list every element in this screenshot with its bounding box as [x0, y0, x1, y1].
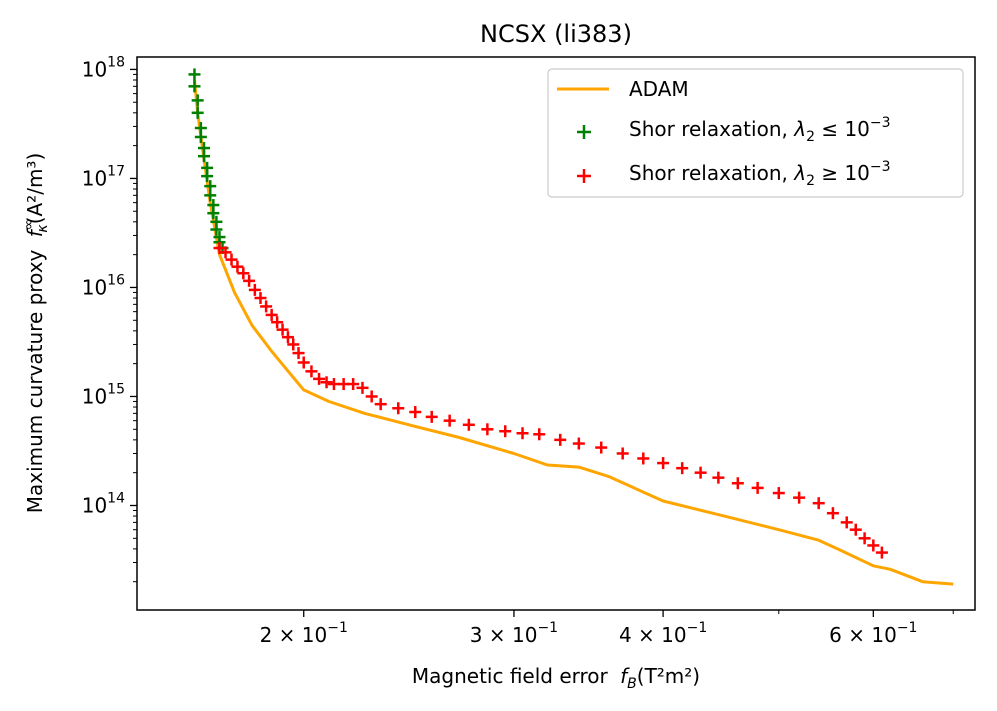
y-tick-label: 1018: [82, 54, 125, 81]
shor-high-marker: [392, 402, 405, 415]
legend-swatch-shor-high: [577, 169, 591, 183]
y-tick-label: 1014: [82, 490, 125, 517]
legend-label-shor-high: Shor relaxation, λ2 ≥ 10−3: [629, 159, 891, 189]
axes-frame: [136, 56, 976, 611]
y-tick-label: 1016: [82, 272, 125, 299]
shor-low-marker: [194, 130, 207, 143]
shor-high-marker: [347, 378, 360, 391]
shor-high-marker: [657, 457, 670, 470]
shor-high-marker: [849, 523, 862, 536]
shor-high-marker: [271, 316, 284, 329]
shor-high-marker: [793, 491, 806, 504]
shor-high-marker: [826, 507, 839, 520]
shor-high-marker: [231, 260, 244, 273]
x-axis-label-text: Magnetic field error: [412, 664, 609, 688]
shor-high-marker: [772, 487, 785, 500]
y-axis-label: Maximum curvature proxy f∞κ(A²/m³): [21, 153, 51, 514]
shor-high-marker: [875, 546, 888, 559]
x-axis-label: Magnetic field error fB(T²m²): [412, 664, 700, 692]
x-axis-label-subscript: B: [627, 676, 637, 692]
x-tick-label: 3 × 10−1: [470, 620, 558, 647]
shor-high-marker: [812, 497, 825, 510]
shor-high-marker: [219, 246, 232, 259]
x-tick-label: 6 × 10−1: [829, 620, 917, 647]
plot-area: [188, 68, 954, 586]
y-tick-label: 1015: [82, 381, 125, 408]
shor-high-marker: [572, 437, 585, 450]
shor-high-marker: [305, 365, 318, 378]
x-tick-label: 4 × 10−1: [619, 620, 707, 647]
shor-high-marker: [287, 338, 300, 351]
shor-high-marker: [425, 410, 438, 423]
x-axis-label-symbol: f: [620, 664, 630, 688]
shor-low-marker: [197, 150, 210, 163]
legend-label-shor-low: Shor relaxation, λ2 ≤ 10−3: [629, 115, 891, 145]
chart-title: NCSX (li383): [480, 20, 632, 48]
shor-high-marker: [637, 452, 650, 465]
y-axis-label-symbol: f: [23, 227, 47, 237]
shor-high-marker: [712, 471, 725, 484]
legend-swatch-shor-low: [577, 125, 591, 139]
shor-low-marker: [204, 189, 217, 202]
shor-high-marker: [265, 308, 278, 321]
shor-high-marker: [676, 462, 689, 475]
shor-low-marker: [188, 80, 201, 93]
shor-low-marker: [188, 68, 201, 81]
shor-high-marker: [516, 427, 529, 440]
shor-low-marker: [210, 223, 223, 236]
shor-high-marker: [616, 447, 629, 460]
shor-high-marker: [374, 398, 387, 411]
shor-high-marker: [237, 267, 250, 280]
shor-high-marker: [840, 516, 853, 529]
shor-low-marker: [207, 207, 220, 220]
shor-high-marker: [462, 418, 475, 431]
shor-high-marker: [260, 300, 273, 313]
legend-box: [547, 68, 964, 198]
shor-high-marker: [595, 441, 608, 454]
shor-high-marker: [365, 390, 378, 403]
shor-high-marker: [213, 242, 226, 255]
series-line-adam: [193, 79, 954, 586]
y-axis-label-subscript: κ: [35, 224, 51, 233]
shor-high-marker: [292, 347, 305, 360]
y-tick-label: 1017: [82, 163, 125, 190]
shor-high-marker: [313, 372, 326, 385]
shor-high-marker: [731, 477, 744, 490]
legend: ADAM Shor relaxation, λ2 ≤ 10−3 Shor rel…: [547, 68, 964, 198]
shor-high-marker: [248, 283, 261, 296]
y-axis-label-units: (A²/m³): [23, 153, 47, 225]
legend-label-adam: ADAM: [629, 77, 689, 101]
shor-high-marker: [281, 331, 294, 344]
shor-high-marker: [225, 253, 238, 266]
shor-high-marker: [276, 323, 289, 336]
y-axis-label-superscript: ∞: [21, 219, 37, 231]
shor-high-marker: [409, 406, 422, 419]
shor-high-marker: [554, 433, 567, 446]
shor-high-marker: [858, 532, 871, 545]
x-axis-label-units: (T²m²): [637, 664, 700, 688]
shor-high-marker: [356, 381, 369, 394]
shor-low-marker: [191, 106, 204, 119]
shor-high-marker: [254, 292, 267, 305]
shor-high-marker: [867, 539, 880, 552]
shor-high-marker: [243, 274, 256, 287]
shor-high-marker: [533, 428, 546, 441]
x-axis-ticks: 2 × 10−1 3 × 10−1 4 × 10−1 6 × 10−1: [260, 610, 954, 647]
y-axis-ticks: 1014 1015 1016 1017 1018: [82, 54, 137, 583]
shor-high-marker: [694, 466, 707, 479]
shor-high-marker: [499, 425, 512, 438]
x-tick-label: 2 × 10−1: [260, 620, 348, 647]
shor-high-marker: [751, 481, 764, 494]
y-axis-label-text: Maximum curvature proxy: [23, 249, 47, 513]
shor-low-marker: [201, 170, 214, 183]
shor-high-marker: [320, 376, 333, 389]
shor-high-marker: [443, 414, 456, 427]
shor-low-marker: [191, 94, 204, 107]
shor-high-marker: [481, 423, 494, 436]
shor-high-marker: [297, 356, 310, 369]
